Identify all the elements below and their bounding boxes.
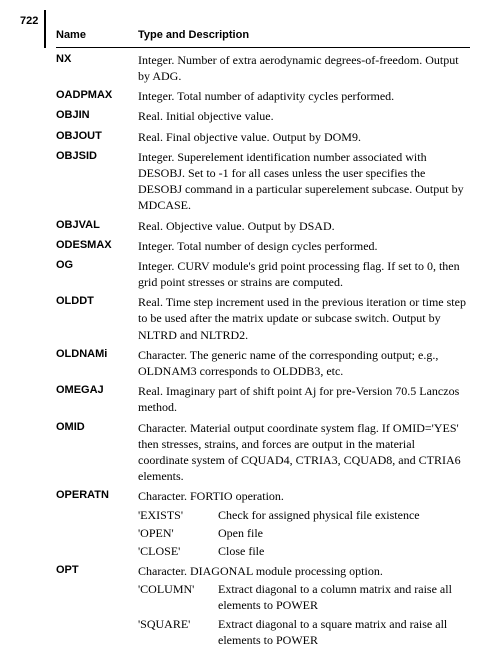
- sub-key: 'EXISTS': [138, 507, 218, 523]
- side-rule: [44, 10, 46, 48]
- sub-val: Extract diagonal to a square matrix and …: [218, 616, 466, 648]
- param-desc-text: Integer. Total number of design cycles p…: [138, 239, 378, 253]
- param-name: OBJSID: [56, 145, 138, 214]
- table-row: NXInteger. Number of extra aerodynamic d…: [56, 47, 470, 84]
- table-row: OPERATNCharacter. FORTIO operation. 'EXIS…: [56, 484, 470, 559]
- param-desc: Integer. Superelement identification num…: [138, 145, 470, 214]
- param-desc-text: Real. Final objective value. Output by D…: [138, 130, 361, 144]
- param-name: OADPMAX: [56, 84, 138, 104]
- param-desc: Integer. Total number of design cycles p…: [138, 234, 470, 254]
- param-name: OBJIN: [56, 104, 138, 124]
- param-desc-text: Real. Imaginary part of shift point Aj f…: [138, 384, 459, 414]
- table-row: OBJOUTReal. Final objective value. Outpu…: [56, 125, 470, 145]
- param-name: NX: [56, 47, 138, 84]
- param-desc-text: Integer. Number of extra aerodynamic deg…: [138, 53, 459, 83]
- param-name: OLDDT: [56, 290, 138, 343]
- table-row: OPTCharacter. DIAGONAL module processing…: [56, 559, 470, 648]
- table-row: ODESMAXInteger. Total number of design c…: [56, 234, 470, 254]
- sub-row: 'EXISTS'Check for assigned physical file…: [138, 507, 466, 523]
- param-name: ODESMAX: [56, 234, 138, 254]
- param-desc: Real. Objective value. Output by DSAD.: [138, 214, 470, 234]
- param-desc-text: Integer. Superelement identification num…: [138, 150, 464, 213]
- table-row: OADPMAXInteger. Total number of adaptivi…: [56, 84, 470, 104]
- param-desc-text: Character. Material output coordinate sy…: [138, 421, 461, 484]
- table-row: OGInteger. CURV module's grid point proc…: [56, 254, 470, 290]
- table-row: OMEGAJReal. Imaginary part of shift poin…: [56, 379, 470, 415]
- param-desc: Real. Final objective value. Output by D…: [138, 125, 470, 145]
- param-desc-text: Real. Time step increment used in the pr…: [138, 295, 466, 341]
- table-body: NXInteger. Number of extra aerodynamic d…: [56, 47, 470, 648]
- table-row: OLDNAMiCharacter. The generic name of th…: [56, 343, 470, 379]
- col-header-name: Name: [56, 28, 138, 47]
- param-desc: Real. Time step increment used in the pr…: [138, 290, 470, 343]
- table-row: OBJVALReal. Objective value. Output by D…: [56, 214, 470, 234]
- table-row: OBJSIDInteger. Superelement identificati…: [56, 145, 470, 214]
- param-desc: Character. Material output coordinate sy…: [138, 416, 470, 485]
- param-name: OBJOUT: [56, 125, 138, 145]
- table-row: OLDDTReal. Time step increment used in t…: [56, 290, 470, 343]
- param-name: OMID: [56, 416, 138, 485]
- table-row: OBJINReal. Initial objective value.: [56, 104, 470, 124]
- param-desc: Character. FORTIO operation. 'EXISTS'Chec…: [138, 484, 470, 559]
- param-desc-text: Integer. CURV module's grid point proces…: [138, 259, 460, 289]
- param-desc: Integer. Number of extra aerodynamic deg…: [138, 47, 470, 84]
- param-desc: Real. Imaginary part of shift point Aj f…: [138, 379, 470, 415]
- page: 722 Name Type and Description NXInteger.…: [0, 0, 500, 609]
- page-number: 722: [20, 14, 38, 29]
- param-name: OLDNAMi: [56, 343, 138, 379]
- sub-row: 'CLOSE'Close file: [138, 543, 466, 559]
- param-desc-text: Character. FORTIO operation.: [138, 489, 284, 503]
- param-desc: Real. Initial objective value.: [138, 104, 470, 124]
- sub-key: 'SQUARE': [138, 616, 218, 648]
- param-desc-text: Integer. Total number of adaptivity cycl…: [138, 89, 394, 103]
- param-name: OG: [56, 254, 138, 290]
- sub-row: 'SQUARE'Extract diagonal to a square mat…: [138, 616, 466, 648]
- sub-row: 'OPEN'Open file: [138, 525, 466, 541]
- col-header-desc: Type and Description: [138, 28, 470, 47]
- sub-val: Close file: [218, 543, 466, 559]
- param-name: OMEGAJ: [56, 379, 138, 415]
- param-desc-text: Real. Objective value. Output by DSAD.: [138, 219, 335, 233]
- param-desc-text: Character. DIAGONAL module processing op…: [138, 564, 383, 578]
- param-name: OBJVAL: [56, 214, 138, 234]
- param-name: OPERATN: [56, 484, 138, 559]
- sub-key: 'OPEN': [138, 525, 218, 541]
- param-desc: Integer. CURV module's grid point proces…: [138, 254, 470, 290]
- param-desc: Character. The generic name of the corre…: [138, 343, 470, 379]
- param-desc: Character. DIAGONAL module processing op…: [138, 559, 470, 648]
- table-row: OMIDCharacter. Material output coordinat…: [56, 416, 470, 485]
- definitions-table: Name Type and Description NXInteger. Num…: [56, 28, 470, 648]
- param-desc-text: Character. The generic name of the corre…: [138, 348, 438, 378]
- sub-val: Open file: [218, 525, 466, 541]
- param-desc: Integer. Total number of adaptivity cycl…: [138, 84, 470, 104]
- sub-key: 'CLOSE': [138, 543, 218, 559]
- param-desc-text: Real. Initial objective value.: [138, 109, 274, 123]
- sub-val: Check for assigned physical file existen…: [218, 507, 466, 523]
- param-name: OPT: [56, 559, 138, 648]
